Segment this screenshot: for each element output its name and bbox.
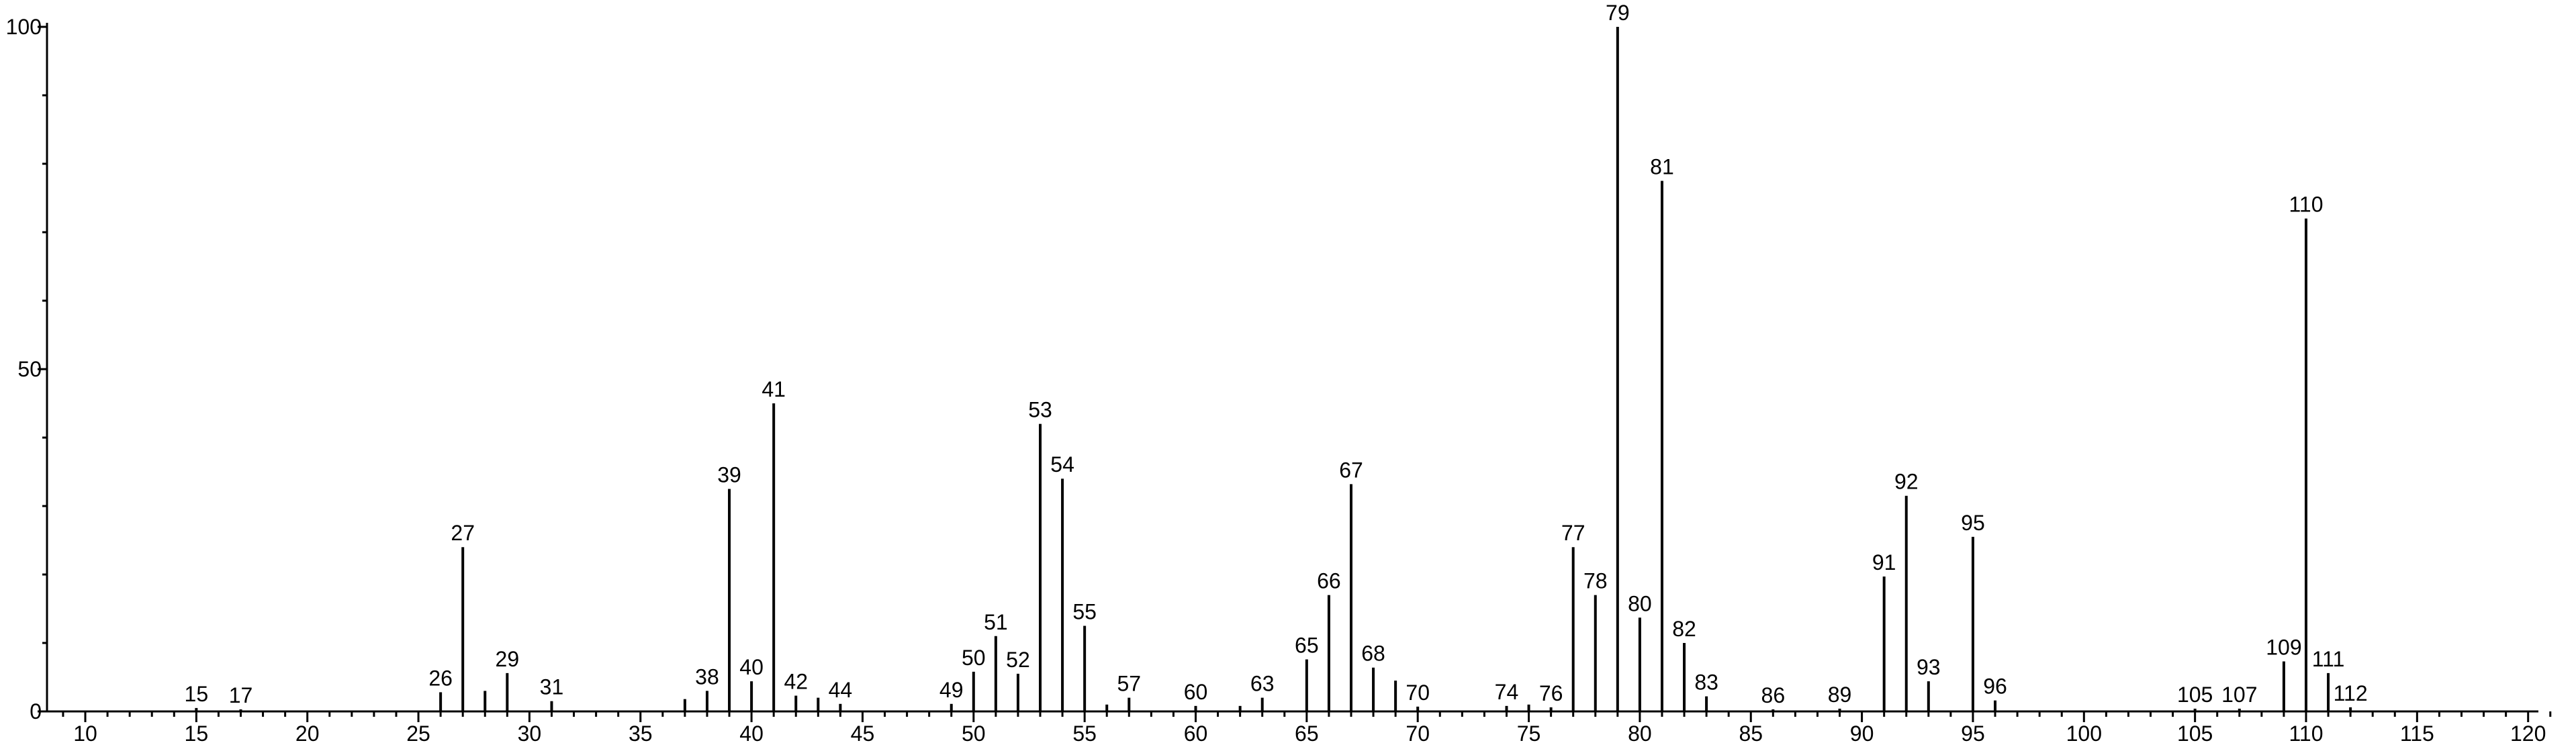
peak-label: 95	[1961, 511, 1985, 535]
x-tick-label: 40	[739, 721, 764, 746]
peak-label: 53	[1028, 398, 1052, 422]
x-tick-label: 45	[851, 721, 875, 746]
peak-label: 74	[1495, 680, 1519, 704]
peak-label: 81	[1650, 155, 1674, 179]
peak-label: 112	[2334, 681, 2368, 705]
peak-label: 42	[784, 670, 808, 694]
x-tick-label: 95	[1961, 721, 1985, 746]
peak-label: 92	[1894, 470, 1919, 494]
x-tick-label: 105	[2177, 721, 2213, 746]
x-tick-label: 15	[185, 721, 209, 746]
peak-label: 96	[1983, 675, 2007, 699]
x-tick-label: 10	[73, 721, 97, 746]
peak-label: 31	[540, 675, 564, 699]
x-tick-label: 20	[295, 721, 320, 746]
peak-label: 91	[1872, 550, 1896, 575]
peak-label: 76	[1539, 681, 1563, 705]
x-tick-label: 75	[1517, 721, 1541, 746]
x-tick-label: 100	[2066, 721, 2102, 746]
x-tick-label: 30	[518, 721, 542, 746]
x-tick-label: 60	[1184, 721, 1208, 746]
peak-label: 110	[2289, 193, 2323, 217]
peak-label: 105	[2177, 683, 2213, 707]
y-axis: 0 50 100	[6, 15, 48, 723]
peak-label: 86	[1761, 683, 1786, 707]
peak-label: 52	[1006, 648, 1030, 672]
y-tick-label: 50	[17, 357, 42, 381]
peak-label: 63	[1250, 672, 1275, 696]
peak-label: 29	[496, 647, 520, 671]
x-tick-label: 65	[1295, 721, 1319, 746]
peak-label: 68	[1361, 642, 1385, 666]
peak-labels: 15 17 26 27 29 31 38 39 40 41 42 44 49 50 51 52 53 54 55 57…	[185, 1, 2368, 707]
peak-label: 83	[1694, 670, 1718, 695]
peak-label: 79	[1606, 1, 1630, 25]
x-tick-label: 110	[2289, 721, 2323, 746]
peak-label: 38	[695, 664, 719, 689]
peak-label: 70	[1406, 681, 1430, 705]
x-tick-label: 120	[2510, 721, 2546, 746]
y-tick-label: 0	[30, 699, 42, 723]
peak-label: 44	[829, 678, 853, 702]
peak-label: 27	[451, 521, 475, 545]
peak-label: 66	[1317, 569, 1341, 593]
peak-label: 57	[1117, 672, 1141, 696]
peak-label: 41	[762, 377, 786, 401]
peak-label: 40	[739, 655, 764, 679]
peak-label: 77	[1561, 521, 1585, 545]
peak-label: 107	[2221, 683, 2257, 707]
peak-label: 89	[1828, 683, 1852, 707]
peak-label: 55	[1072, 600, 1097, 624]
peak-label: 111	[2312, 647, 2345, 671]
peak-label: 17	[229, 683, 253, 707]
x-tick-label: 25	[406, 721, 430, 746]
peak-label: 109	[2266, 636, 2301, 660]
peak-label: 60	[1184, 680, 1208, 704]
peak-label: 93	[1917, 655, 1941, 679]
peak-label: 80	[1628, 591, 1652, 615]
x-tick-label: 50	[962, 721, 986, 746]
peak-label: 15	[185, 682, 209, 706]
x-tick-label: 70	[1406, 721, 1430, 746]
x-axis: 10 15 20 25 30 35 40 45 50 55 60 65 70 75 80 85 90 95 100 1…	[47, 710, 2552, 746]
x-tick-label: 85	[1739, 721, 1763, 746]
x-tick-label: 55	[1072, 721, 1097, 746]
x-tick-label: 90	[1850, 721, 1874, 746]
peak-label: 82	[1672, 617, 1696, 641]
peak-label: 50	[962, 646, 986, 670]
spectrum-peaks	[195, 27, 2352, 711]
x-tick-label: 35	[629, 721, 653, 746]
x-tick-label: 115	[2400, 721, 2434, 746]
y-tick-label: 100	[6, 15, 42, 39]
peak-label: 26	[428, 666, 453, 690]
peak-label: 54	[1050, 452, 1074, 477]
x-tick-label: 80	[1628, 721, 1652, 746]
peak-label: 67	[1339, 458, 1363, 482]
peak-label: 65	[1295, 633, 1319, 657]
peak-label: 78	[1583, 569, 1608, 593]
peak-label: 49	[939, 678, 964, 702]
peak-label: 39	[717, 463, 741, 487]
peak-label: 51	[984, 610, 1008, 634]
